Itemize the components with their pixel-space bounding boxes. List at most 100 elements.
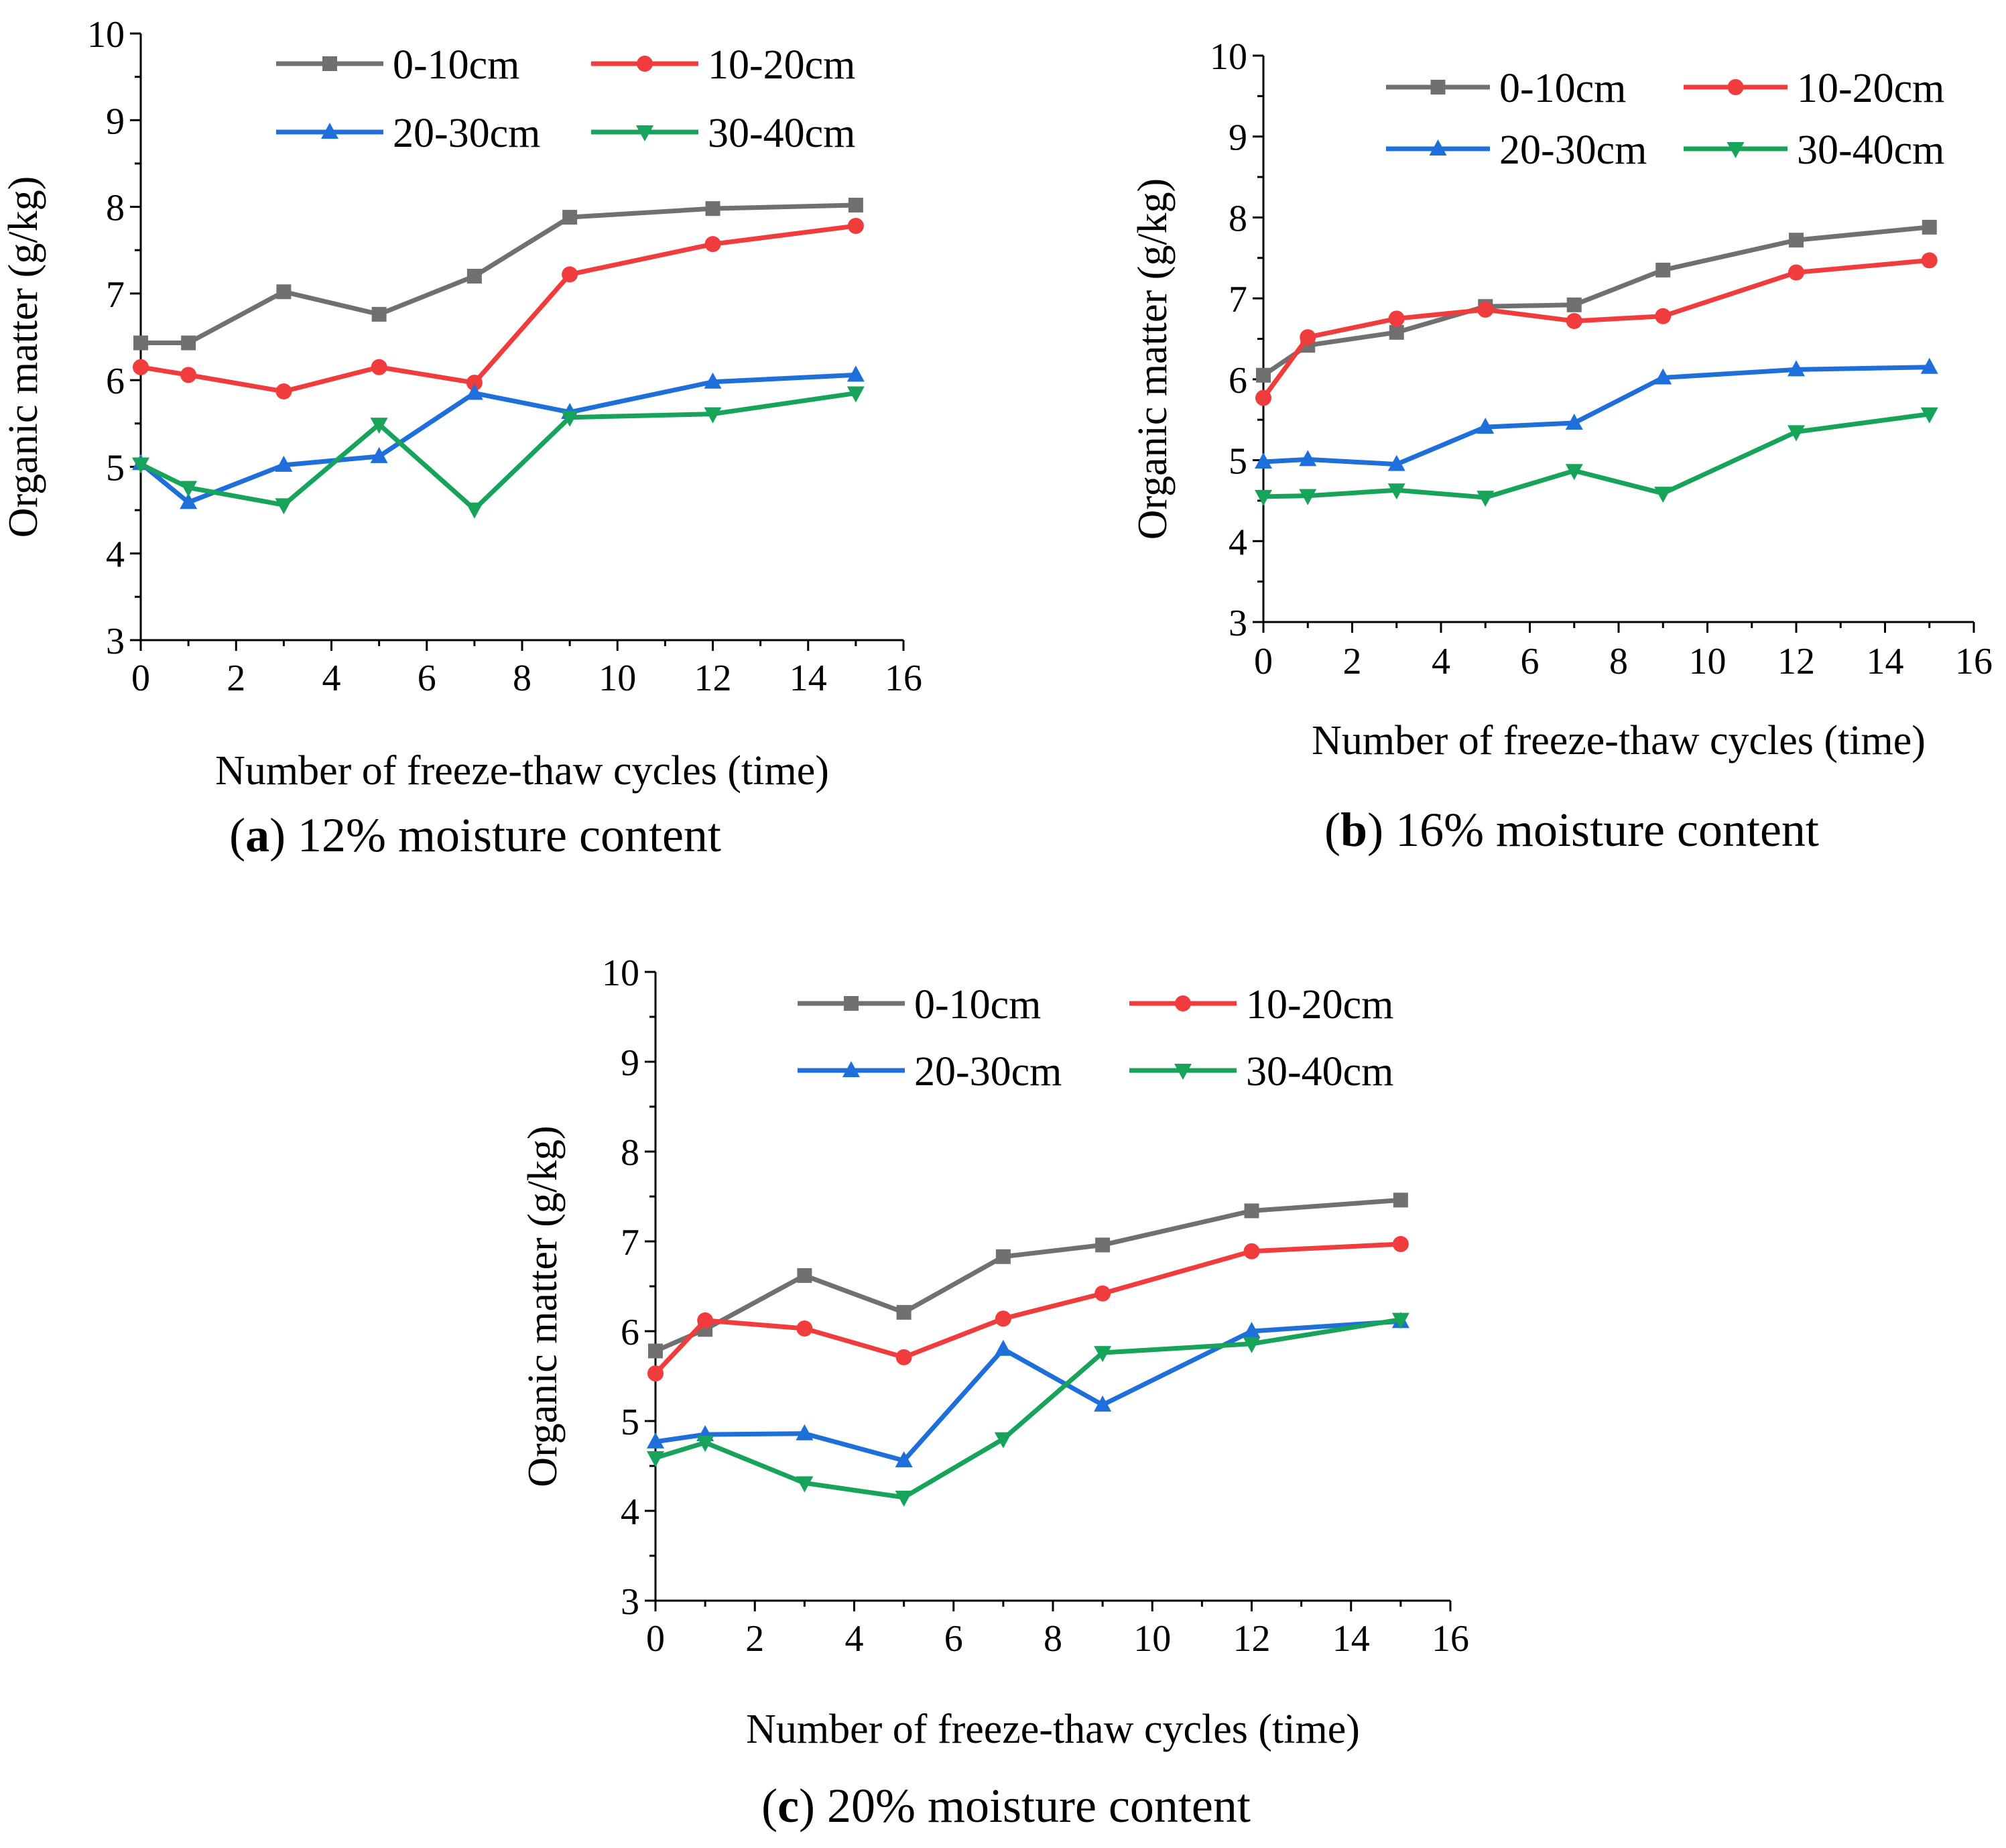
x-tick-label: 4 [845,1618,864,1660]
data-point [648,1343,663,1359]
legend-marker [1727,142,1745,158]
data-point [995,1249,1011,1264]
y-tick-label: 8 [621,1132,639,1174]
series-20-30cm [1255,357,1938,471]
series-30-40cm [647,1312,1409,1507]
y-tick-label: 6 [621,1312,639,1353]
data-point [1565,464,1583,481]
series-30-40cm [132,386,865,519]
data-point [796,1424,814,1440]
data-point [1387,483,1405,500]
legend-marker [636,125,653,141]
data-point [1566,297,1582,312]
legend-marker [1174,1064,1192,1080]
caption-letter-close: ) [799,1779,815,1833]
y-axis-title: Organic matter (g/kg) [1,176,46,538]
data-point [133,359,149,375]
y-tick-label: 5 [106,447,125,489]
caption-letter: ( [1324,803,1340,857]
x-tick-label: 14 [790,658,827,699]
y-tick-label: 10 [602,952,639,994]
data-point [275,383,292,399]
data-point [1393,1192,1408,1208]
x-tick-label: 12 [1777,641,1815,682]
x-tick-label: 4 [1432,641,1450,682]
data-point [132,457,149,474]
x-tick-label: 2 [745,1618,764,1660]
y-tick-label: 9 [106,101,125,142]
data-point [1388,310,1405,327]
legend-item: 0-10cm [1386,66,1626,111]
series-10-20cm [647,1236,1409,1381]
data-point [1387,454,1405,471]
legend-marker [637,56,653,72]
legend-label: 0-10cm [914,982,1041,1028]
x-tick-label: 4 [322,658,341,699]
y-tick-label: 8 [106,188,125,229]
data-point [704,407,722,424]
legend-item: 0-10cm [276,42,519,88]
data-point [1477,418,1495,434]
legend: 0-10cm 10-20cm 20-30cm 30-40cm [1386,66,1944,173]
data-point [995,1310,1011,1327]
data-point [847,218,864,235]
x-tick-label: 10 [1689,641,1727,682]
data-point [181,335,196,351]
x-tick-label: 8 [513,658,531,699]
y-tick-label: 4 [106,534,125,576]
caption-letter: ( [761,1779,777,1833]
series-line [1261,412,1932,500]
legend-item: 20-30cm [798,1049,1062,1095]
data-point [1094,1395,1112,1412]
data-point [1243,1337,1261,1353]
x-tick-label: 2 [1343,641,1362,682]
chart-b: 3 4 5 6 7 8 9 10 0 2 4 6 8 10 12 14 16 Number of freeze-t… [1130,36,1993,857]
legend-label: 0-10cm [1499,66,1626,111]
data-point [647,1365,664,1381]
series-line [1261,365,1932,467]
y-tick-label: 3 [1229,603,1247,644]
y-axis-title: Organic matter (g/kg) [520,1125,566,1487]
chart-caption: (c) 20% moisture content [761,1779,1251,1833]
data-point [1477,491,1495,507]
legend: 0-10cm 10-20cm 20-30cm 30-40cm [276,42,855,156]
x-tick-label: 8 [1044,1618,1062,1660]
legend-marker [1429,139,1447,156]
data-point [704,372,722,389]
data-point [1788,264,1804,281]
y-tick-label: 3 [106,621,125,662]
y-tick-label: 7 [621,1222,639,1264]
x-axis-title: Number of freeze-thaw cycles (time) [746,1707,1360,1752]
data-point [647,1432,664,1449]
data-point [848,197,863,212]
x-tick-label: 6 [1521,641,1540,682]
x-tick-label: 14 [1867,641,1904,682]
data-point [370,418,388,434]
legend-label: 0-10cm [393,42,519,88]
x-tick-label: 10 [1133,1618,1171,1660]
data-point [1655,262,1671,278]
legend-item: 10-20cm [1684,66,1944,111]
data-point [465,383,483,400]
data-point [847,386,865,403]
data-point [1255,452,1272,469]
x-tick-label: 16 [1955,641,1993,682]
data-point [371,306,387,322]
data-point [1299,489,1317,505]
data-point [1788,360,1805,377]
series-10-20cm [1255,252,1938,406]
data-point [697,1312,714,1329]
data-point [1922,219,1937,235]
x-tick-label: 8 [1609,641,1628,682]
caption-letter-close: ) [269,808,286,862]
legend-item: 20-30cm [1386,127,1647,173]
data-point [275,455,293,472]
y-tick-label: 7 [1229,279,1247,320]
data-point [1565,414,1583,430]
data-point [895,1451,913,1467]
x-axis-title: Number of freeze-thaw cycles (time) [1312,718,1926,763]
x-tick-label: 0 [131,658,150,699]
x-tick-label: 6 [944,1618,963,1660]
data-point [1095,1237,1111,1253]
caption-letter-bold: c [777,1779,799,1833]
